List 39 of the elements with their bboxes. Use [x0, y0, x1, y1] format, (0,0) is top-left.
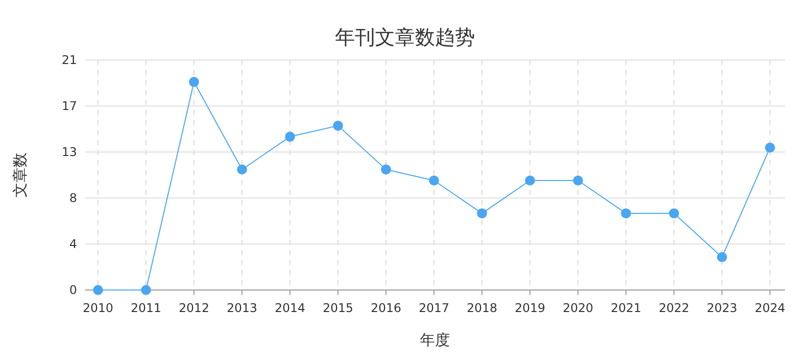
x-tick-label: 2016	[370, 301, 402, 315]
x-tick-label: 2018	[466, 301, 498, 315]
point	[141, 285, 151, 295]
point	[669, 208, 679, 218]
x-tick-label: 2012	[178, 301, 210, 315]
x-tick-label: 2011	[130, 301, 162, 315]
x-axis-title: 年度	[420, 331, 450, 349]
y-tick-label: 21	[62, 53, 77, 67]
x-tick-label: 2022	[658, 301, 690, 315]
point	[765, 142, 775, 153]
point	[333, 120, 343, 131]
point	[93, 285, 103, 295]
x-tick-label: 2021	[610, 301, 642, 315]
point	[477, 208, 487, 218]
y-tick-label: 17	[62, 99, 77, 113]
x-tick-label: 2010	[82, 301, 114, 315]
y-tick-label: 13	[62, 145, 77, 159]
point	[429, 175, 439, 186]
x-tick-label: 2024	[754, 301, 786, 315]
x-tick-label: 2015	[322, 301, 354, 315]
point	[525, 175, 535, 186]
y-tick-label: 8	[69, 191, 77, 205]
x-tick-label: 2013	[226, 301, 258, 315]
point	[621, 208, 631, 218]
y-tick-label: 4	[69, 237, 77, 251]
x-tick-label: 2019	[514, 301, 546, 315]
point	[717, 252, 727, 262]
point	[285, 132, 295, 142]
point	[573, 175, 583, 186]
point	[381, 164, 391, 175]
chart-title: 年刊文章数趋势	[335, 25, 475, 49]
y-tick-label: 0	[69, 283, 77, 297]
x-tick-label: 2017	[418, 301, 450, 315]
x-tick-label: 2014	[274, 301, 306, 315]
y-axis-title: 文章数	[11, 152, 29, 198]
x-tick-label: 2023	[706, 301, 738, 315]
x-tick-label: 2020	[562, 301, 594, 315]
point	[237, 164, 247, 175]
point	[189, 76, 199, 87]
